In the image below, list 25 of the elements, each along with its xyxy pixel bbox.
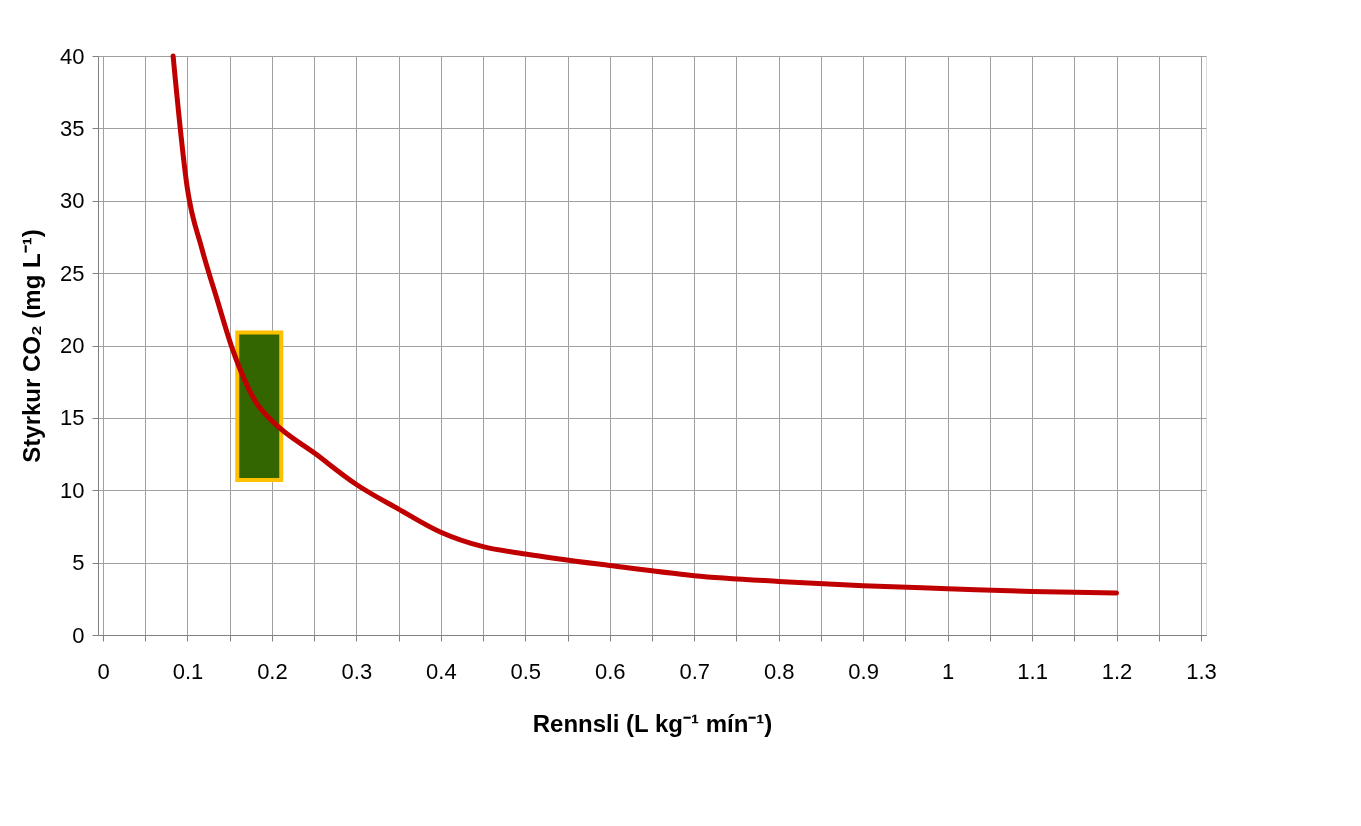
y-tick-label: 5 <box>72 550 85 576</box>
y-tick-label: 10 <box>60 477 85 503</box>
x-tick-label: 0.2 <box>257 658 288 684</box>
x-tick-label: 0.3 <box>341 658 373 684</box>
y-axis-title: Styrkur CO₂ (mg L⁻¹) <box>18 229 46 463</box>
y-tick-label: 25 <box>60 260 85 286</box>
x-tick-label: 1.1 <box>1017 658 1048 684</box>
x-tick-label: 0.6 <box>594 658 626 684</box>
x-axis-title: Rennsli (L kg⁻¹ mín⁻¹) <box>532 709 773 737</box>
x-tick-label: 0.9 <box>848 658 879 684</box>
y-tick-label: 30 <box>60 188 85 214</box>
y-tick-label: 15 <box>60 405 85 431</box>
y-tick-label: 35 <box>60 115 85 141</box>
x-tick-label: 0.5 <box>510 658 542 684</box>
x-tick-label: 1 <box>941 658 955 684</box>
y-tick-label: 20 <box>60 333 85 358</box>
x-tick-label: 0.8 <box>763 658 795 684</box>
x-tick-label: 1.3 <box>1186 658 1217 684</box>
x-tick-label: 0 <box>97 658 110 684</box>
x-tick-label: 0.1 <box>172 658 204 684</box>
y-tick-label: 40 <box>60 43 85 69</box>
x-tick-label: 0.4 <box>426 658 457 684</box>
x-tick-label: 1.2 <box>1101 658 1133 684</box>
y-tick-label: 0 <box>72 622 85 648</box>
x-tick-label: 0.7 <box>679 658 711 684</box>
